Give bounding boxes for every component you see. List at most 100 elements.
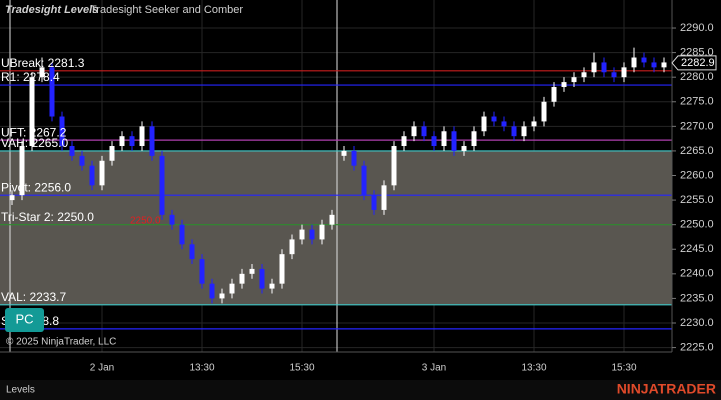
candle-body (461, 146, 467, 151)
level-label: UFT: 2267.2 (1, 125, 67, 139)
candle-body (641, 57, 647, 63)
candle-body (259, 268, 265, 289)
candle-body (431, 136, 437, 147)
y-tick-label: 2245.0 (680, 243, 714, 255)
candle-body (229, 283, 235, 294)
level-label: VAL: 2233.7 (1, 290, 66, 304)
candle-body (129, 136, 135, 147)
candle-body (581, 72, 587, 78)
level-label: VAH: 2265.0 (1, 136, 68, 150)
candle-body (511, 126, 517, 137)
candle-body (381, 185, 387, 210)
candle-body (471, 131, 477, 147)
y-tick-label: 2265.0 (680, 145, 714, 157)
candle-body (319, 224, 325, 240)
value-area (0, 150, 672, 305)
candle-body (39, 67, 45, 78)
candle-body (249, 268, 255, 274)
candle-body (351, 150, 357, 166)
y-tick-label: 2280.0 (680, 71, 714, 83)
candle-body (611, 72, 617, 78)
level-label: UBreak: 2281.3 (1, 56, 85, 70)
x-tick-label: 2 Jan (90, 363, 114, 374)
candle-body (299, 229, 305, 240)
last-price-label: 2282.9 (681, 57, 715, 69)
candle-body (269, 283, 275, 289)
level-label: R1: 2278.4 (1, 70, 60, 84)
candle-body (79, 155, 85, 166)
candle-body (411, 126, 417, 137)
candle-body (29, 77, 35, 147)
level-label: Pivot: 2256.0 (1, 180, 71, 194)
badge-label: PC (15, 311, 33, 326)
candle-body (309, 229, 315, 240)
candle-body (279, 254, 285, 284)
status-bar (0, 380, 721, 400)
candle-body (621, 67, 627, 78)
y-tick-label: 2260.0 (680, 169, 714, 181)
candle-body (401, 136, 407, 147)
candle-body (109, 146, 115, 161)
y-tick-label: 2270.0 (680, 120, 714, 132)
y-tick-label: 2230.0 (680, 317, 714, 329)
candle-body (189, 244, 195, 260)
candle-body (441, 131, 447, 147)
chart-title: Tradesight Levels (5, 4, 98, 16)
candle-body (89, 165, 95, 186)
annotation: 2250.0 (130, 215, 161, 226)
candle-body (601, 62, 607, 73)
level-label: Tri-Star 2: 2250.0 (1, 210, 94, 224)
candle-body (199, 259, 205, 284)
y-tick-label: 2235.0 (680, 292, 714, 304)
x-tick-label: 13:30 (189, 363, 214, 374)
candle-body (289, 239, 295, 255)
x-tick-label: 15:30 (289, 363, 314, 374)
candle-body (9, 195, 15, 201)
x-tick-label: 13:30 (521, 363, 546, 374)
candle-body (481, 116, 487, 132)
candle-body (139, 126, 145, 147)
candle-body (341, 150, 347, 156)
brand: NINJATRADER (617, 381, 716, 397)
candle-body (371, 195, 377, 210)
candle-body (239, 273, 245, 284)
candle-body (561, 82, 567, 88)
candle-body (591, 62, 597, 73)
y-tick-label: 2225.0 (680, 341, 714, 353)
candle-body (661, 62, 667, 68)
candle-body (179, 224, 185, 245)
candle-body (209, 283, 215, 299)
y-tick-label: 2255.0 (680, 194, 714, 206)
copyright: © 2025 NinjaTrader, LLC (6, 337, 116, 348)
candle-body (541, 101, 547, 122)
y-tick-label: 2250.0 (680, 219, 714, 231)
candle-body (149, 126, 155, 156)
candle-body (69, 146, 75, 156)
candle-body (159, 155, 165, 215)
y-tick-label: 2275.0 (680, 96, 714, 108)
candle-body (421, 126, 427, 137)
candle-body (521, 126, 527, 137)
candle-body (49, 67, 55, 117)
y-tick-label: 2240.0 (680, 268, 714, 280)
chart-subtitle: Tradesight Seeker and Comber (90, 4, 243, 16)
x-tick-label: 3 Jan (422, 363, 446, 374)
candle-body (571, 77, 577, 83)
candle-body (651, 62, 657, 68)
candle-body (631, 57, 637, 68)
candle-body (501, 121, 507, 127)
candle-body (491, 116, 497, 122)
candle-body (99, 160, 105, 186)
candle-body (329, 214, 335, 225)
candle-body (169, 214, 175, 225)
candle-body (119, 136, 125, 147)
candle-body (19, 146, 25, 196)
plot-area (0, 0, 672, 352)
tab-label[interactable]: Levels (6, 385, 35, 396)
candle-body (391, 146, 397, 186)
x-tick-label: 15:30 (611, 363, 636, 374)
candle-body (361, 165, 367, 196)
candle-body (59, 116, 65, 147)
candle-body (451, 131, 457, 151)
